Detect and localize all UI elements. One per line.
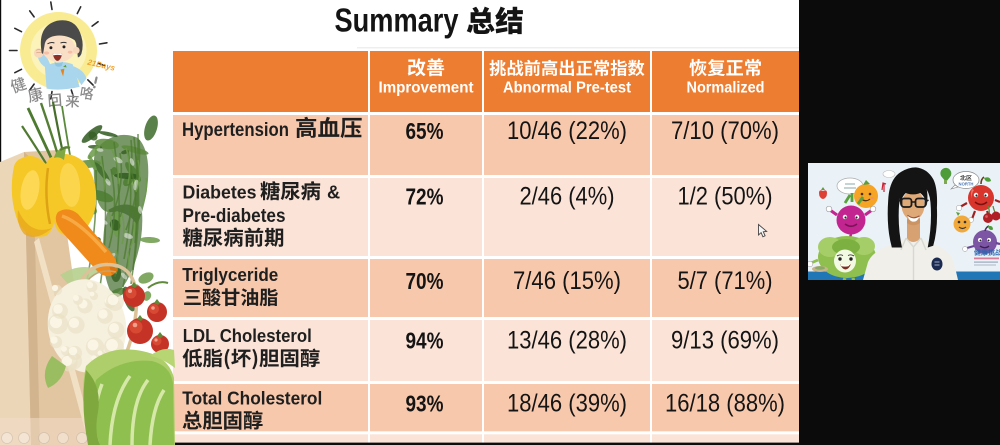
svg-text:7/10 (70%): 7/10 (70%) <box>671 117 779 145</box>
svg-text:Hypertension: Hypertension <box>182 119 289 141</box>
svg-text:10/46 (22%): 10/46 (22%) <box>507 117 627 145</box>
svg-text:Total Cholesterol: Total Cholesterol <box>182 388 322 409</box>
svg-text:NORTH: NORTH <box>959 182 974 187</box>
svg-text:&: & <box>327 183 340 203</box>
svg-text:5/7 (71%): 5/7 (71%) <box>678 267 773 295</box>
svg-text:Abnormal Pre-test: Abnormal Pre-test <box>503 80 632 97</box>
svg-text:7/46 (15%): 7/46 (15%) <box>513 267 621 295</box>
svg-text:94%: 94% <box>406 328 444 354</box>
svg-text:65%: 65% <box>406 118 444 144</box>
svg-text:Pre-diabetes: Pre-diabetes <box>183 206 286 227</box>
svg-text:18/46 (39%): 18/46 (39%) <box>507 389 627 417</box>
svg-text:93%: 93% <box>406 390 444 416</box>
svg-text:Summary: Summary <box>335 2 460 39</box>
svg-text:1/2 (50%): 1/2 (50%) <box>678 183 773 211</box>
svg-text:72%: 72% <box>406 184 444 210</box>
svg-text:LDL Cholesterol: LDL Cholesterol <box>183 325 312 346</box>
svg-text:Normalized: Normalized <box>687 80 765 97</box>
svg-text:13/46 (28%): 13/46 (28%) <box>507 327 627 355</box>
svg-text:Triglyceride: Triglyceride <box>182 264 278 285</box>
svg-text:Diabetes: Diabetes <box>183 183 257 203</box>
svg-text:2/46 (4%): 2/46 (4%) <box>520 183 615 211</box>
svg-text:Improvement: Improvement <box>379 80 475 97</box>
svg-text:9/13 (69%): 9/13 (69%) <box>671 327 779 355</box>
svg-text:16/18 (88%): 16/18 (88%) <box>665 389 785 417</box>
svg-text:70%: 70% <box>406 268 444 294</box>
